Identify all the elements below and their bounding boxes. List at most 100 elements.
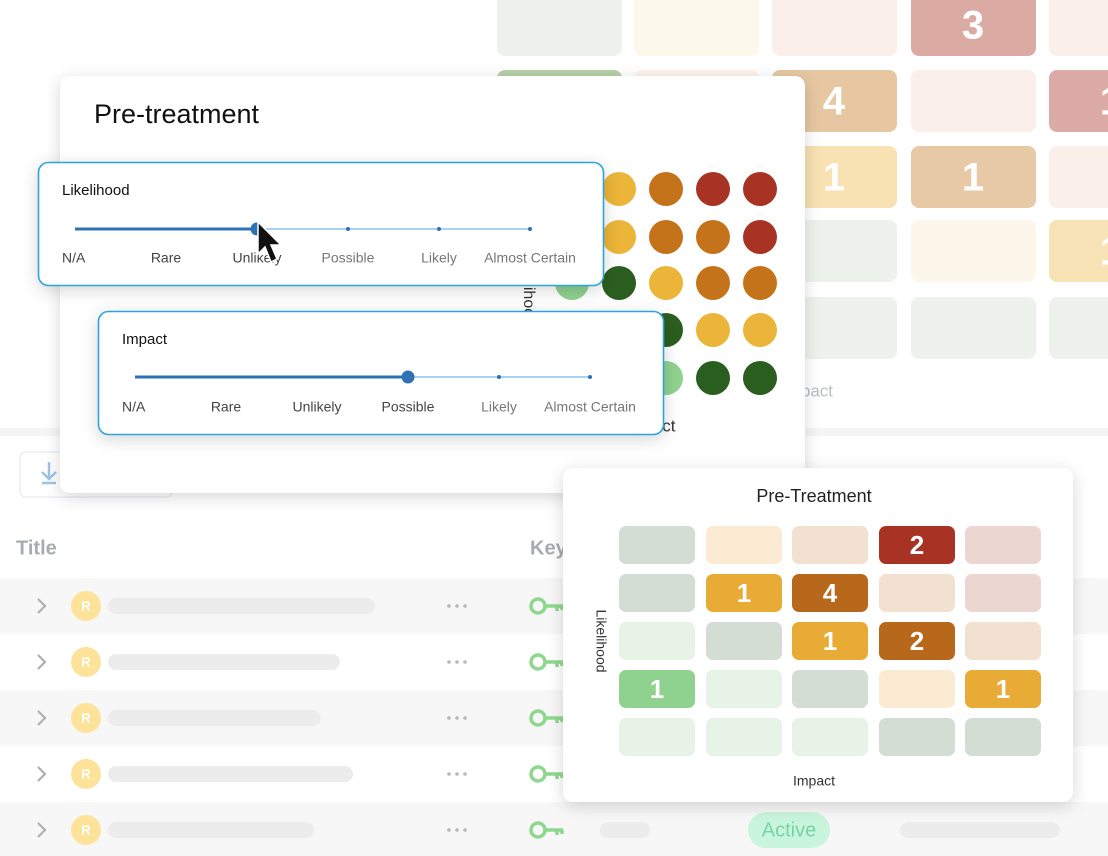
matrix-cell [619, 718, 695, 756]
more-dot [447, 828, 451, 832]
slider-option: N/A [122, 399, 146, 415]
avatar [71, 759, 101, 789]
key-icon [529, 709, 564, 727]
matrix-y-label: Likelihood [593, 609, 609, 672]
more-dot [455, 716, 459, 720]
background-count: 1 [962, 156, 984, 200]
slider-step [528, 227, 532, 231]
matrix-cell [965, 574, 1041, 612]
table-header: Key [530, 537, 568, 559]
more-dot [447, 604, 451, 608]
risk-dot [602, 172, 636, 206]
risk-dot [743, 361, 777, 395]
slider-option: Almost Certain [484, 250, 576, 266]
matrix-cell [619, 622, 695, 660]
background-cell [1049, 70, 1108, 132]
slider-option: Rare [151, 250, 182, 266]
background-count: 1 [1100, 230, 1108, 274]
matrix-card: Pre-Treatment Likelihood Impact 2 1 4 1 2 1 1 [563, 468, 1073, 802]
expand-chevron [37, 598, 47, 614]
risk-dot [696, 266, 730, 300]
placeholder-bar [108, 766, 353, 782]
more-dot [447, 660, 451, 664]
likelihood-slider: Likelihood N/A Rare Unlikely Possible Likely… [37, 161, 605, 287]
risk-dot [649, 172, 683, 206]
matrix-count: 1 [737, 578, 751, 608]
more-dot [463, 828, 467, 832]
more-dot [463, 660, 467, 664]
placeholder-bar [108, 598, 375, 614]
avatar-initial: R [81, 654, 91, 669]
more-dot [455, 772, 459, 776]
key-icon [529, 597, 564, 615]
avatar [71, 703, 101, 733]
matrix-cell [879, 718, 955, 756]
risk-dot [743, 172, 777, 206]
background-cell [497, 0, 622, 56]
impact-slider: Impact N/A Rare Unlikely Possible Likely Almo… [97, 310, 665, 436]
more-dot [447, 772, 451, 776]
slider-card [97, 310, 665, 436]
slider-option: Possible [322, 250, 375, 266]
expand-chevron [37, 822, 47, 838]
avatar-initial: R [81, 766, 91, 781]
slider-title: Likelihood [62, 182, 130, 199]
slider-option: N/A [62, 250, 86, 266]
matrix-cell [792, 622, 868, 660]
more-dot [463, 604, 467, 608]
key-icon [529, 653, 564, 671]
risk-dot [696, 313, 730, 347]
avatar-initial: R [81, 822, 91, 837]
avatar [71, 647, 101, 677]
matrix-x-label: Impact [793, 773, 835, 789]
slider-option: Likely [421, 250, 457, 266]
background-count: 4 [823, 80, 846, 124]
risk-dot [649, 220, 683, 254]
background-cell [911, 70, 1036, 132]
matrix-cell [706, 574, 782, 612]
key-icon [529, 765, 564, 783]
background-count: 1 [1100, 80, 1108, 124]
matrix-cell [965, 718, 1041, 756]
background-cell [1049, 0, 1108, 56]
matrix-cell [619, 574, 695, 612]
background-cell [911, 0, 1036, 56]
matrix-cell [879, 670, 955, 708]
slider-title: Impact [122, 331, 168, 348]
matrix-cell [879, 526, 955, 564]
more-dot [455, 660, 459, 664]
placeholder-bar [108, 710, 321, 726]
matrix-cell [879, 574, 955, 612]
mouse-cursor [257, 220, 283, 264]
risk-dot [696, 361, 730, 395]
matrix-cell [619, 526, 695, 564]
status-text: Active [762, 819, 816, 841]
slider-option: Likely [481, 399, 517, 415]
more-dot [455, 828, 459, 832]
matrix-cell [706, 526, 782, 564]
risk-dot [649, 266, 683, 300]
matrix-cell [706, 670, 782, 708]
background-cell [911, 146, 1036, 208]
background-cell [772, 0, 897, 56]
background-cell [1049, 220, 1108, 282]
more-dot [463, 716, 467, 720]
expand-chevron [37, 766, 47, 782]
slider-option: Possible [382, 399, 435, 415]
matrix-count: 1 [823, 626, 837, 656]
background-count: 1 [823, 156, 845, 200]
risk-dot [743, 266, 777, 300]
matrix-count: 4 [823, 578, 838, 608]
matrix-count: 1 [650, 674, 664, 704]
avatar [71, 815, 101, 845]
placeholder-bar [108, 822, 314, 838]
avatar [71, 591, 101, 621]
matrix-count: 2 [910, 530, 924, 560]
matrix-cell [965, 622, 1041, 660]
placeholder-bar [600, 822, 650, 838]
status-badge [748, 812, 830, 848]
slider-step [588, 375, 592, 379]
more-dot [455, 604, 459, 608]
placeholder-bar [900, 822, 1060, 838]
